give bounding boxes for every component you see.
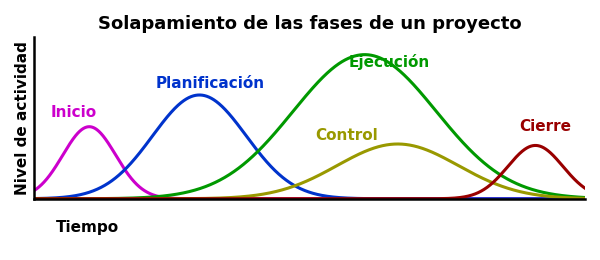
Text: Ejecución: Ejecución: [348, 54, 430, 70]
Text: Planificación: Planificación: [155, 76, 265, 91]
Text: Control: Control: [315, 128, 378, 143]
Text: Inicio: Inicio: [50, 105, 97, 120]
Text: Cierre: Cierre: [519, 119, 571, 134]
Text: Tiempo: Tiempo: [56, 220, 119, 235]
Title: Solapamiento de las fases de un proyecto: Solapamiento de las fases de un proyecto: [98, 15, 521, 33]
Y-axis label: Nivel de actividad: Nivel de actividad: [15, 41, 30, 195]
